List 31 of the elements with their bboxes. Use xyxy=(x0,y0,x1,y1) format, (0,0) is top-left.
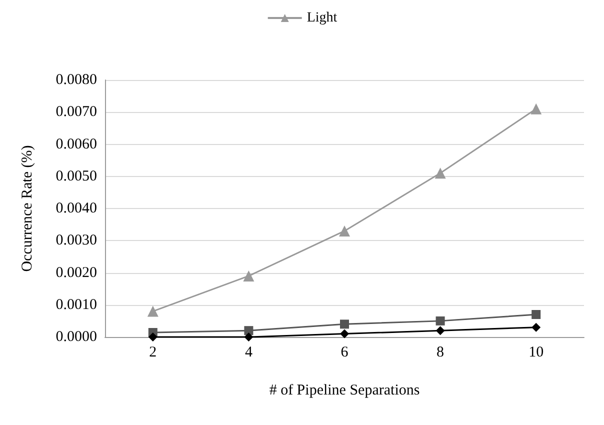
point xyxy=(530,103,542,114)
point xyxy=(148,332,158,342)
point xyxy=(244,332,254,342)
y-tick-label: 0.0050 xyxy=(56,168,97,184)
point xyxy=(340,320,349,329)
x-tick-label: 10 xyxy=(528,344,544,360)
y-tick-label: 0.0020 xyxy=(56,264,97,281)
x-axis-title: # of Pipeline Separations xyxy=(269,382,420,398)
point xyxy=(532,310,541,320)
legend-label: Light xyxy=(306,10,338,26)
y-tick-label: 0.0000 xyxy=(56,329,97,345)
x-tick-label: 6 xyxy=(340,344,349,360)
y-tick-label: 0.0010 xyxy=(56,296,97,313)
point xyxy=(436,316,445,326)
y-tick-label: 0.0070 xyxy=(56,104,97,120)
y-tick-label: 0.0030 xyxy=(56,232,97,249)
point xyxy=(147,306,158,317)
y-tick-label: 0.0080 xyxy=(56,72,97,88)
y-axis-title: Occurrence Rate (%) xyxy=(20,145,36,272)
x-tick-label: 2 xyxy=(149,344,157,360)
point xyxy=(532,322,541,332)
point xyxy=(244,326,254,336)
x-tick-label: 8 xyxy=(436,344,444,360)
y-tick-label: 0.0060 xyxy=(56,136,97,152)
x-tick-label: 4 xyxy=(244,344,253,360)
point xyxy=(243,270,254,282)
point xyxy=(340,329,349,338)
point xyxy=(436,326,445,336)
point xyxy=(434,168,446,179)
y-tick-label: 0.0040 xyxy=(56,200,97,216)
point xyxy=(339,225,350,236)
